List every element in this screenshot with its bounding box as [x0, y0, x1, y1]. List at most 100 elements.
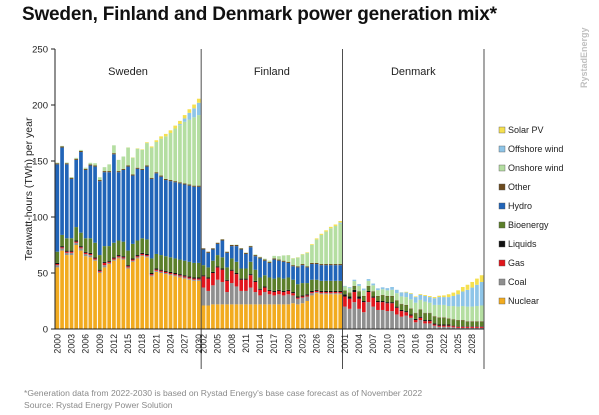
bar-segment-coal — [102, 265, 107, 268]
bar-stack — [380, 287, 385, 329]
bar-segment-onshore-wind — [371, 285, 376, 292]
bar-segment-bioenergy — [140, 238, 145, 253]
bar-segment-gas — [319, 292, 324, 294]
bar-segment-gas — [423, 321, 427, 324]
bar-segment-gas — [451, 326, 456, 328]
bar-segment-coal — [479, 327, 484, 329]
bar-segment-other — [112, 153, 116, 155]
bar-segment-solar-pv — [446, 294, 451, 298]
bar-stack — [442, 295, 446, 329]
bar-stack — [277, 256, 281, 329]
bar-segment-nuclear — [182, 278, 187, 329]
bar-segment-liquids — [130, 258, 135, 260]
bar-segment-hydro — [277, 260, 281, 278]
brand-logo: RystadEnergy — [579, 27, 589, 88]
bar-segment-hydro — [338, 265, 343, 281]
bar-stack — [286, 255, 291, 329]
bar-segment-solar-pv — [338, 221, 343, 223]
bar-stack — [376, 288, 380, 329]
bar-segment-other — [446, 318, 451, 319]
bar-segment-bioenergy — [286, 277, 291, 290]
bar-segment-liquids — [328, 290, 333, 293]
bar-stack — [343, 285, 347, 329]
bar-stack — [300, 254, 305, 329]
bar-segment-bioenergy — [361, 296, 366, 301]
bar-segment-coal — [145, 256, 149, 258]
bar-segment-gas — [234, 274, 239, 287]
bar-segment-gas — [413, 320, 418, 323]
bar-segment-bioenergy — [267, 277, 272, 290]
panel-label-finland: Finland — [254, 66, 290, 78]
bar-segment-coal — [135, 257, 140, 259]
y-tick-label: 0 — [43, 325, 48, 336]
bar-segment-coal — [418, 320, 423, 329]
bar-segment-offshore-wind — [442, 297, 446, 305]
panel-overlays: Sweden Finland Denmark — [108, 49, 485, 369]
bar-segment-hydro — [173, 182, 178, 259]
bar-segment-hydro — [286, 262, 291, 278]
bar-segment-onshore-wind — [64, 162, 69, 164]
bar-segment-hydro — [253, 256, 258, 270]
bar-stack — [347, 287, 352, 329]
bar-segment-liquids — [88, 252, 93, 254]
bar-segment-hydro — [60, 147, 64, 235]
bar-segment-onshore-wind — [102, 167, 107, 172]
x-tick-label: 2000 — [52, 334, 62, 354]
bar-segment-bioenergy — [178, 259, 182, 275]
bar-segment-coal — [149, 275, 154, 277]
bar-segment-liquids — [460, 326, 465, 327]
bar-segment-liquids — [385, 302, 390, 304]
bar-segment-liquids — [352, 289, 357, 293]
bar-segment-liquids — [225, 279, 229, 281]
bar-segment-offshore-wind — [451, 295, 456, 307]
bar-stack — [196, 98, 201, 329]
bar-stack — [460, 287, 465, 329]
bar-segment-other — [229, 245, 234, 247]
bar-segment-liquids — [239, 278, 244, 280]
bar-segment-gas — [201, 276, 206, 288]
bar-segment-coal — [182, 277, 187, 279]
bar-segment-gas — [272, 292, 277, 296]
bar-segment-liquids — [140, 252, 145, 254]
bar-segment-solar-pv — [479, 275, 484, 282]
bar-segment-offshore-wind — [399, 292, 404, 297]
bar-stack — [371, 283, 376, 329]
bar-segment-hydro — [314, 264, 319, 280]
bar-segment-liquids — [135, 255, 140, 257]
bar-stack — [112, 145, 116, 329]
bar-segment-bioenergy — [215, 255, 220, 267]
bar-segment-onshore-wind — [409, 299, 413, 309]
bar-stack — [427, 296, 432, 329]
bar-segment-hydro — [305, 267, 310, 284]
bar-segment-hydro — [220, 240, 225, 258]
bar-stack — [83, 167, 88, 329]
bar-segment-nuclear — [60, 250, 64, 329]
x-tick-label: 2015 — [123, 334, 133, 354]
bar-segment-bioenergy — [121, 241, 126, 257]
bar-stack — [310, 244, 314, 329]
bar-segment-coal — [319, 293, 324, 295]
bar-segment-other — [196, 185, 201, 187]
bar-segment-hydro — [79, 152, 83, 233]
bar-segment-bioenergy — [192, 262, 196, 278]
bar-segment-liquids — [55, 262, 60, 265]
bar-segment-offshore-wind — [465, 289, 470, 307]
bar-segment-solar-pv — [460, 287, 465, 292]
bar-segment-onshore-wind — [258, 256, 262, 258]
bar-segment-gas — [324, 292, 328, 294]
bar-segment-other — [107, 171, 112, 173]
bar-stack — [456, 290, 460, 329]
bar-segment-coal — [116, 257, 121, 259]
bar-segment-solar-pv — [145, 142, 149, 144]
bar-segment-coal — [333, 293, 338, 295]
bar-stack — [470, 281, 475, 329]
bar-segment-gas — [79, 247, 83, 249]
bar-segment-liquids — [187, 276, 192, 278]
bar-segment-bioenergy — [456, 320, 460, 327]
legend-swatch — [498, 126, 506, 134]
legend-swatch — [498, 259, 506, 267]
bar-segment-coal — [130, 260, 135, 262]
legend-item-liquids: Liquids — [498, 239, 537, 249]
bar-segment-gas — [69, 251, 74, 253]
bar-segment-liquids — [305, 294, 310, 296]
